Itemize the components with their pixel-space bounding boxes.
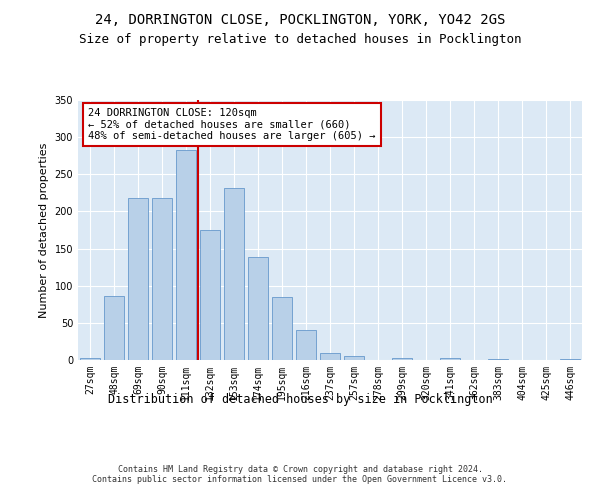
- Bar: [224, 188, 244, 360]
- Bar: [200, 230, 220, 360]
- Text: Contains HM Land Registry data © Crown copyright and database right 2024.
Contai: Contains HM Land Registry data © Crown c…: [92, 465, 508, 484]
- Bar: [440, 358, 460, 360]
- Y-axis label: Number of detached properties: Number of detached properties: [39, 142, 49, 318]
- Bar: [80, 358, 100, 360]
- Bar: [248, 258, 268, 360]
- Bar: [152, 198, 172, 360]
- Text: Size of property relative to detached houses in Pocklington: Size of property relative to detached ho…: [79, 32, 521, 46]
- Bar: [128, 198, 148, 360]
- Text: 24, DORRINGTON CLOSE, POCKLINGTON, YORK, YO42 2GS: 24, DORRINGTON CLOSE, POCKLINGTON, YORK,…: [95, 12, 505, 26]
- Bar: [176, 150, 196, 360]
- Bar: [392, 358, 412, 360]
- Text: 24 DORRINGTON CLOSE: 120sqm
← 52% of detached houses are smaller (660)
48% of se: 24 DORRINGTON CLOSE: 120sqm ← 52% of det…: [88, 108, 376, 141]
- Bar: [104, 296, 124, 360]
- Bar: [320, 352, 340, 360]
- Bar: [344, 356, 364, 360]
- Bar: [560, 358, 580, 360]
- Bar: [272, 297, 292, 360]
- Text: Distribution of detached houses by size in Pocklington: Distribution of detached houses by size …: [107, 392, 493, 406]
- Bar: [296, 330, 316, 360]
